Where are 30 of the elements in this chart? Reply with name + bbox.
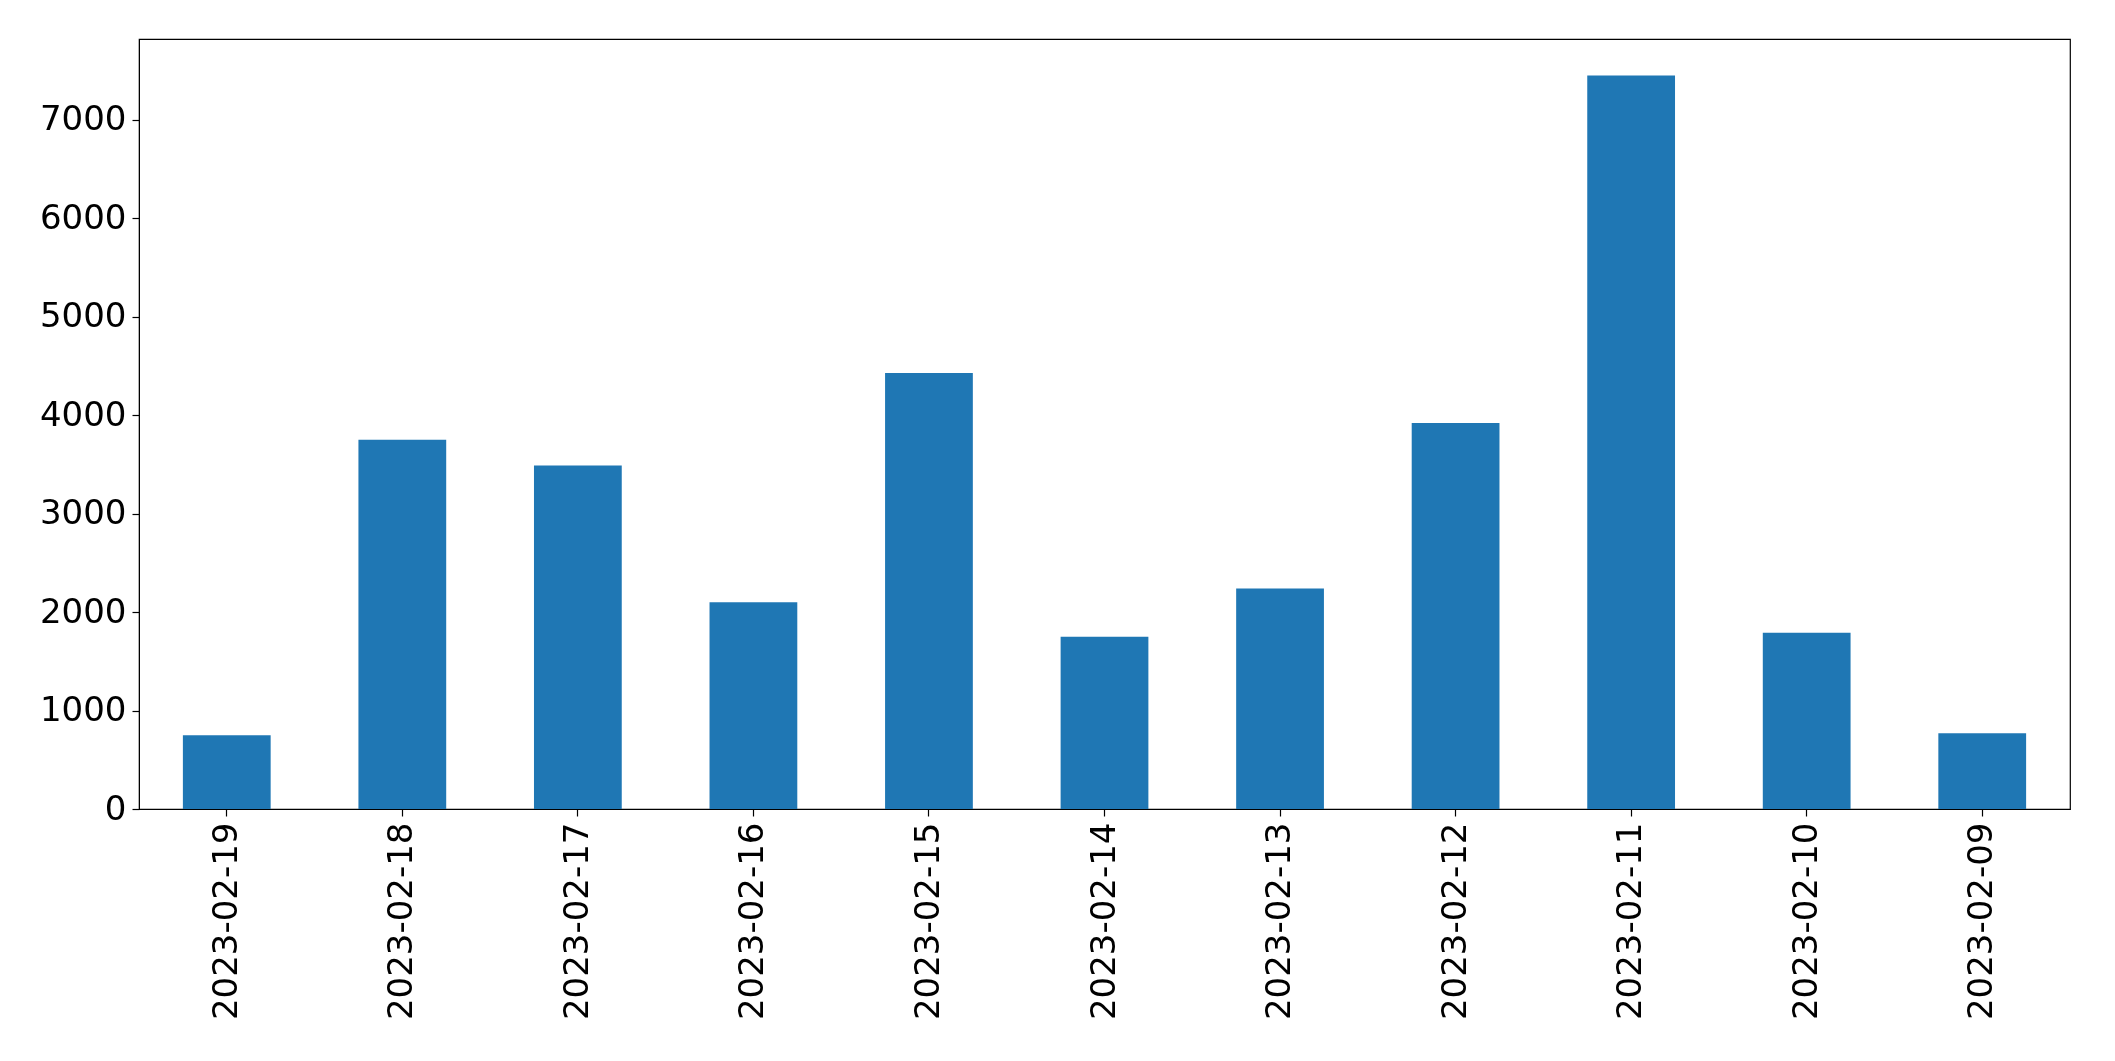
x-tick-label: 2023-02-12 [1433, 822, 1474, 1021]
x-tick-label: 2023-02-19 [204, 822, 245, 1021]
x-tick-label: 2023-02-13 [1258, 822, 1299, 1021]
y-tick-label: 1000 [39, 689, 127, 730]
bar [1587, 75, 1676, 809]
bar [1060, 636, 1149, 809]
bar [182, 735, 271, 809]
bar [358, 439, 447, 809]
x-tick-label: 2023-02-18 [380, 822, 421, 1021]
y-tick-label: 7000 [39, 98, 127, 139]
x-tick-label: 2023-02-10 [1784, 822, 1825, 1021]
bar [1236, 588, 1324, 809]
bar [533, 465, 622, 809]
bar [1762, 632, 1851, 809]
y-tick-label: 4000 [39, 393, 127, 434]
x-tick-label: 2023-02-17 [555, 822, 596, 1021]
x-tick-label: 2023-02-15 [906, 822, 947, 1021]
y-tick-label: 2000 [39, 590, 127, 631]
bar [1938, 733, 2027, 809]
bar [1411, 423, 1500, 809]
bar [709, 602, 798, 809]
y-tick-label: 0 [104, 787, 127, 828]
y-tick-label: 6000 [39, 196, 127, 237]
x-tick-label: 2023-02-11 [1609, 822, 1650, 1021]
x-tick-label: 2023-02-16 [731, 822, 772, 1021]
x-tick-label: 2023-02-09 [1960, 822, 2001, 1021]
x-tick-label: 2023-02-14 [1082, 822, 1123, 1021]
y-tick-label: 3000 [39, 492, 127, 533]
y-tick-label: 5000 [39, 295, 127, 336]
bar [885, 372, 973, 809]
